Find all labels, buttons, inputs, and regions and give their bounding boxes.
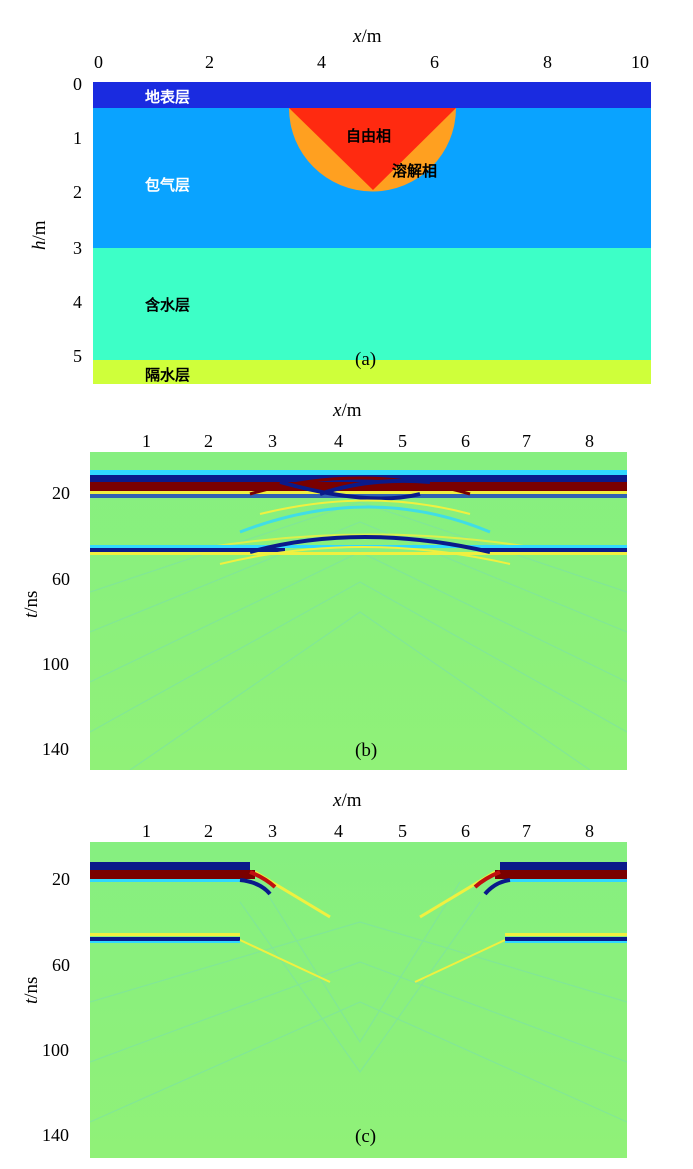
panel-a-y-tick: 4 <box>73 292 82 312</box>
direct-wave-blue-right <box>500 862 627 870</box>
panel-c-y-axis-label: t/ns <box>21 976 42 1004</box>
layer-aquitard <box>93 360 651 384</box>
panel-b-y-tick: 140 <box>42 739 69 759</box>
panel-c-x-tick: 1 <box>142 821 151 841</box>
panel-b-y-tick: 60 <box>52 569 70 589</box>
panel-c-x-tick: 6 <box>461 821 470 841</box>
layer-label-vadose: 包气层 <box>145 176 191 194</box>
panel-a-x-tick: 10 <box>631 52 649 72</box>
inclusion-diffraction <box>209 476 531 548</box>
panel-a-y-axis-label: h/m <box>29 220 50 250</box>
panel-b-x-tick: 7 <box>522 431 531 451</box>
panel-c-x-tick: 3 <box>268 821 277 841</box>
profile-background <box>90 842 627 1158</box>
panel-a-tag: (a) <box>355 349 377 370</box>
panel-c-x-tick: 2 <box>204 821 213 841</box>
panel-b-y-tick: 100 <box>42 654 69 674</box>
direct-wave-left-tail <box>239 878 272 896</box>
panel-b-x-tick: 8 <box>585 431 594 451</box>
panel-c-x-tick: 7 <box>522 821 531 841</box>
water-table-cyan-left <box>90 941 240 943</box>
water-table-blue <box>90 548 285 552</box>
dissolved-phase-label: 溶解相 <box>392 162 438 180</box>
water-table-blue-right <box>505 937 627 941</box>
profile-background <box>90 452 627 770</box>
panel-c-x-tick: 4 <box>334 821 343 841</box>
panel-b-x-tick: 3 <box>268 431 277 451</box>
panel-b-tag: (b) <box>355 740 378 761</box>
direct-wave-red-right <box>495 870 627 879</box>
water-table-cyan-right <box>505 941 627 943</box>
panel-b-x-tick: 4 <box>334 431 343 451</box>
direct-wave-cyan-right <box>510 879 627 882</box>
water-table-yellow-left <box>90 933 240 936</box>
layer-label-surface: 地表层 <box>145 88 191 106</box>
panel-a-y-tick: 2 <box>73 182 82 202</box>
panel-c-y-tick: 20 <box>52 869 70 889</box>
water-table-left-diffraction <box>239 939 331 983</box>
gpr-profile-c <box>90 842 627 1158</box>
layer-aquifer <box>93 248 651 360</box>
panel-a-y-tick: 0 <box>73 74 82 94</box>
direct-wave-red <box>90 482 627 491</box>
direct-wave-cyan <box>90 470 627 476</box>
panel-a-y-tick: 3 <box>73 238 82 258</box>
layer-label-aquitard: 隔水层 <box>145 366 191 384</box>
panel-b-x-tick: 5 <box>398 431 407 451</box>
direct-wave-blue-left <box>90 862 250 870</box>
panel-b-x-tick: 1 <box>142 431 151 451</box>
direct-wave-cyan-left <box>90 879 240 882</box>
panel-c-x-tick: 5 <box>398 821 407 841</box>
layer-label-aquifer: 含水层 <box>145 296 191 314</box>
panel-b-y-axis-label: t/ns <box>21 590 42 618</box>
water-table-right-diffraction <box>414 939 506 983</box>
panel-b-x-axis-label: x/m <box>333 400 362 421</box>
panel-a-x-axis-label: x/m <box>353 26 382 47</box>
panel-c-y-tick: 100 <box>42 1040 69 1060</box>
geologic-model-diagram <box>93 82 651 384</box>
panel-c-tag: (c) <box>355 1126 377 1147</box>
direct-wave-red-left <box>90 870 255 879</box>
panel-a-y-tick: 1 <box>73 128 82 148</box>
direct-wave-right-diffraction-red <box>473 870 501 889</box>
panel-a-x-tick: 6 <box>430 52 439 72</box>
panel-c-y-tick: 140 <box>42 1125 69 1145</box>
panel-b-y-tick: 20 <box>52 483 70 503</box>
water-table-pull-up <box>249 535 491 554</box>
panel-a-x-tick: 4 <box>317 52 326 72</box>
water-table-blue-right <box>480 548 627 552</box>
panel-b-x-tick: 2 <box>204 431 213 451</box>
free-phase-label: 自由相 <box>346 127 392 145</box>
panel-a-x-tick: 0 <box>94 52 103 72</box>
water-table-yellow <box>90 552 627 555</box>
panel-c-x-tick: 8 <box>585 821 594 841</box>
water-table-pull-up-yellow <box>219 546 511 565</box>
layer-surface <box>93 82 651 108</box>
direct-wave-left-diffraction-red <box>249 870 277 889</box>
direct-wave-yellow <box>90 491 627 494</box>
gpr-profile-b <box>90 452 627 770</box>
free-phase-zone <box>289 108 456 190</box>
water-table-blue-left <box>90 937 240 941</box>
water-table-yellow-right <box>505 933 627 936</box>
panel-c-y-tick: 60 <box>52 955 70 975</box>
panel-b-x-tick: 6 <box>461 431 470 451</box>
panel-c-x-axis-label: x/m <box>333 790 362 811</box>
panel-a-y-tick: 5 <box>73 346 82 366</box>
direct-wave-right-tail <box>483 878 511 896</box>
faint-diffraction-texture <box>90 881 627 1123</box>
panel-a-x-tick: 2 <box>205 52 214 72</box>
panel-a-x-tick: 8 <box>543 52 552 72</box>
